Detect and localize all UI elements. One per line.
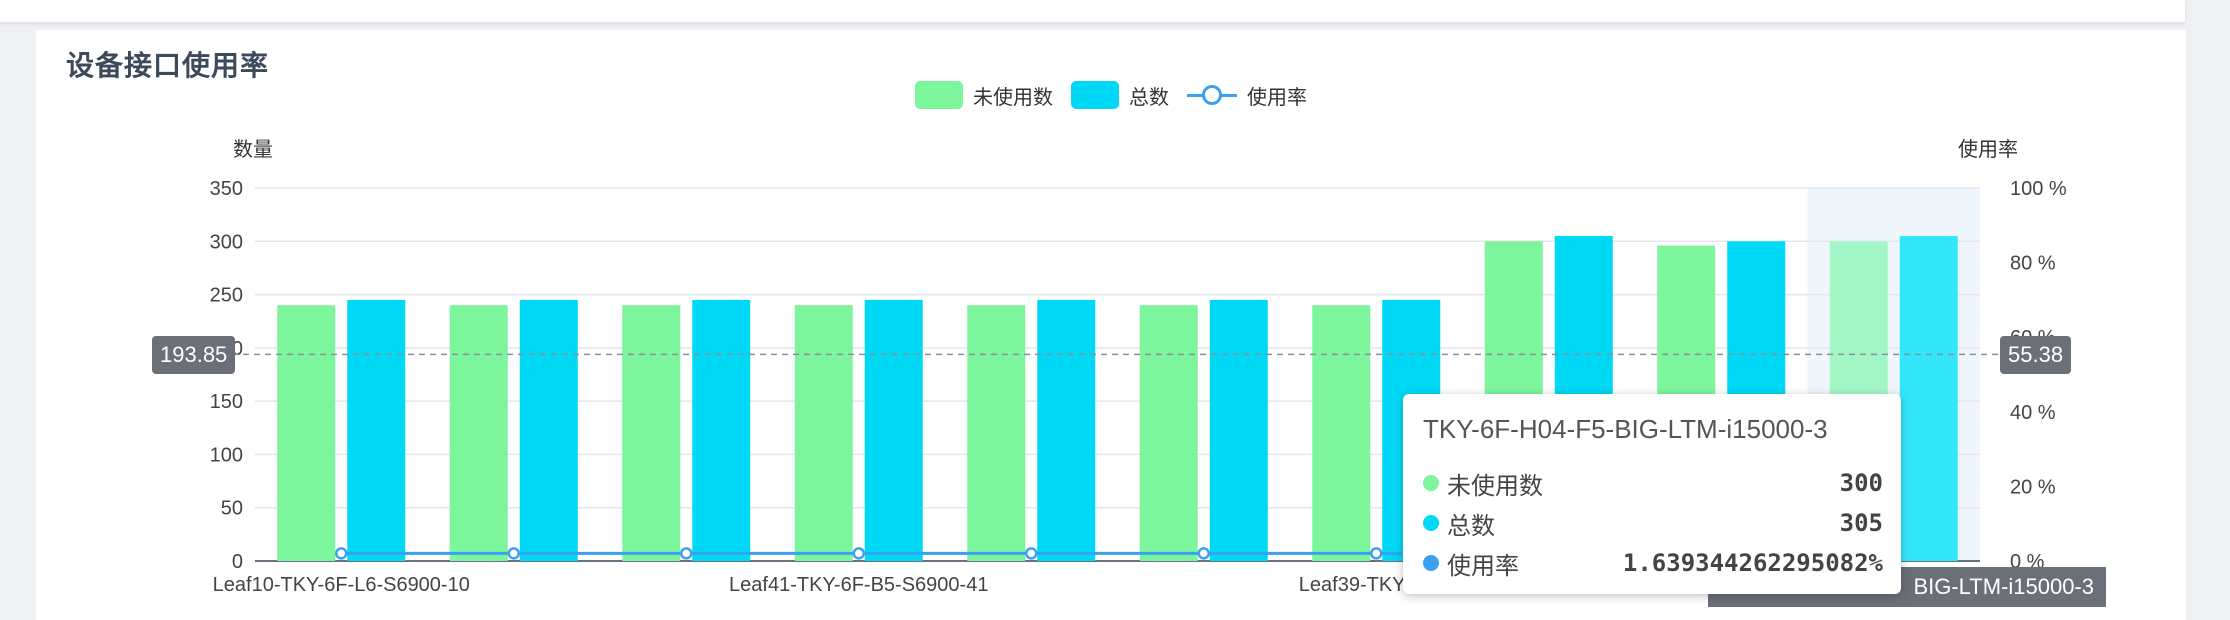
tooltip-title: TKY-6F-H04-F5-BIG-LTM-i15000-3 [1423, 414, 1828, 444]
tooltip-value-unused: 300 [1839, 469, 1883, 497]
rate-point [507, 547, 520, 560]
bar-unused [622, 305, 681, 561]
legend-item-total[interactable]: 总数 [1071, 81, 1169, 110]
bar-unused [1139, 305, 1198, 561]
y-tick-label: 250 [210, 285, 243, 307]
y-tick-label: 150 [210, 391, 243, 413]
tooltip-label-total: 总数 [1447, 512, 1495, 540]
rate-point [1025, 547, 1038, 560]
chart-legend: 未使用数 总数 使用率 [915, 80, 1325, 110]
y-tick-label: 0 [232, 551, 243, 573]
tooltip-dot-total [1423, 515, 1439, 531]
rate-point [680, 547, 693, 560]
bar-total [1037, 299, 1096, 561]
left-axis-name: 数量 [233, 139, 273, 161]
top-bar [0, 0, 2185, 22]
bar-total [1209, 299, 1268, 561]
bar-unused [449, 305, 508, 561]
y2-tick-label: 40 % [2010, 402, 2056, 424]
rate-point [335, 547, 348, 560]
tooltip-value-total: 305 [1839, 509, 1883, 537]
tooltip-value-rate: 1.639344262295082% [1622, 549, 1883, 577]
legend-item-rate[interactable]: 使用率 [1187, 81, 1307, 110]
legend-label-unused: 未使用数 [973, 86, 1053, 109]
legend-swatch-unused [915, 81, 963, 109]
tooltip-row-rate: 使用率 1.639344262295082% [1423, 546, 1883, 580]
markline-left-label: 193.85 [152, 336, 236, 374]
y2-tick-label: 80 % [2010, 253, 2056, 275]
bar-unused [1312, 305, 1371, 561]
tooltip-label-unused: 未使用数 [1447, 472, 1543, 500]
y-tick-label: 100 [210, 444, 243, 466]
bar-unused [794, 305, 853, 561]
bar-total [1899, 235, 1958, 561]
rate-point [1370, 547, 1383, 560]
tooltip-row-total: 总数 305 [1423, 506, 1883, 540]
legend-line-icon [1187, 81, 1237, 109]
x-tick-label: Leaf41-TKY-6F-B5-S6900-41 [729, 574, 988, 596]
y2-tick-label: 20 % [2010, 476, 2056, 498]
right-axis-name: 使用率 [1958, 139, 2018, 161]
bar-total [519, 299, 578, 561]
chart-tooltip: TKY-6F-H04-F5-BIG-LTM-i15000-3 未使用数 300 … [1403, 394, 1901, 594]
tooltip-row-unused: 未使用数 300 [1423, 466, 1883, 500]
y-tick-label: 50 [221, 498, 243, 520]
legend-label-total: 总数 [1129, 86, 1169, 109]
tooltip-dot-rate [1423, 555, 1439, 571]
tooltip-dot-unused [1423, 475, 1439, 491]
page-title: 设备接口使用率 [66, 50, 270, 81]
rate-point [1197, 547, 1210, 560]
y2-tick-label: 100 % [2010, 178, 2067, 200]
legend-swatch-total [1071, 81, 1119, 109]
legend-label-rate: 使用率 [1247, 86, 1307, 109]
y-tick-label: 300 [210, 231, 243, 253]
x-tick-label: Leaf10-TKY-6F-L6-S6900-10 [213, 574, 470, 596]
bar-total [347, 299, 406, 561]
page-gutter [2190, 0, 2230, 620]
y-tick-label: 350 [210, 178, 243, 200]
markline-right-label: 55.38 [2000, 336, 2072, 374]
legend-item-unused[interactable]: 未使用数 [915, 81, 1053, 110]
bar-total [864, 299, 923, 561]
bar-total [692, 299, 751, 561]
bar-unused [967, 305, 1026, 561]
bar-unused [277, 305, 336, 561]
rate-point [852, 547, 865, 560]
tooltip-label-rate: 使用率 [1447, 552, 1519, 580]
